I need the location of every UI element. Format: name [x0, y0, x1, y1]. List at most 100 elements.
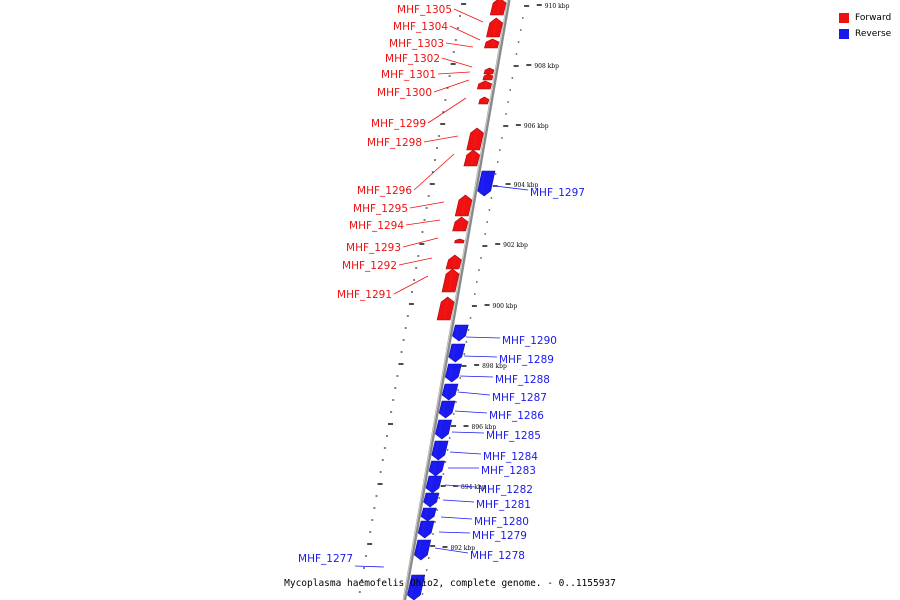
gene-feature[interactable] — [476, 80, 493, 90]
gene-feature[interactable] — [452, 324, 469, 342]
gene-arrow[interactable] — [438, 400, 456, 419]
gene-labels: MHF_1305 MHF_1304 MHF_1303 MHF_1302 MHF_1301… — [298, 4, 585, 568]
gene-shine — [491, 40, 495, 47]
gene-arrow[interactable] — [435, 419, 453, 440]
gene-shine — [426, 494, 431, 506]
gene-feature[interactable] — [441, 383, 459, 401]
gene-label-reverse[interactable]: MHF_1282 — [478, 484, 533, 496]
gene-shine — [472, 129, 479, 149]
label-leader-line — [402, 237, 439, 248]
gene-label-forward[interactable]: MHF_1300 — [377, 87, 432, 99]
gene-arrow[interactable] — [454, 238, 465, 244]
gene-label-forward[interactable]: MHF_1299 — [371, 118, 426, 130]
gene-feature[interactable] — [445, 254, 462, 270]
tick-label: 902 kbp — [503, 242, 528, 249]
gene-shine — [416, 541, 422, 559]
gene-feature[interactable] — [407, 574, 426, 600]
gene-feature[interactable] — [417, 520, 435, 539]
gene-feature[interactable] — [486, 17, 504, 38]
gene-label-forward[interactable]: MHF_1305 — [397, 4, 452, 16]
gene-label-reverse[interactable]: MHF_1283 — [481, 465, 536, 477]
gene-feature[interactable] — [435, 419, 453, 440]
gene-label-forward[interactable]: MHF_1292 — [342, 260, 397, 272]
gene-label-reverse[interactable]: MHF_1297 — [530, 187, 585, 199]
gene-label-reverse[interactable]: MHF_1289 — [499, 354, 554, 366]
gene-feature[interactable] — [444, 363, 462, 383]
gene-arrow[interactable] — [423, 492, 440, 508]
gene-feature[interactable] — [452, 216, 469, 232]
label-leader-line — [413, 153, 455, 191]
gene-label-reverse[interactable]: MHF_1277 — [298, 553, 353, 565]
gene-label-reverse[interactable]: MHF_1285 — [486, 430, 541, 442]
gene-label-forward[interactable]: MHF_1296 — [357, 185, 412, 197]
gene-arrow[interactable] — [448, 343, 466, 363]
gene-arrow[interactable] — [414, 539, 432, 561]
gene-arrow[interactable] — [478, 96, 490, 105]
label-leader-line — [405, 219, 441, 226]
gene-feature[interactable] — [423, 492, 440, 508]
gene-feature[interactable] — [482, 73, 494, 81]
gene-label-forward[interactable]: MHF_1302 — [385, 53, 440, 65]
gene-label-reverse[interactable]: MHF_1288 — [495, 374, 550, 386]
gene-label-forward[interactable]: MHF_1294 — [349, 220, 404, 232]
gene-arrow[interactable] — [484, 38, 500, 49]
gene-feature[interactable] — [420, 507, 437, 522]
gene-feature[interactable] — [466, 127, 484, 151]
map-title: Mycoplasma haemofelis Ohio2, complete ge… — [284, 578, 616, 589]
forward-swatch — [839, 12, 849, 23]
gene-arrow[interactable] — [482, 73, 494, 81]
gene-feature[interactable] — [414, 539, 432, 561]
gene-label-forward[interactable]: MHF_1298 — [367, 137, 422, 149]
gene-shine — [448, 270, 454, 291]
gene-feature[interactable] — [454, 238, 465, 244]
gene-label-forward[interactable]: MHF_1295 — [353, 203, 408, 215]
gene-arrow[interactable] — [483, 67, 495, 75]
gene-label-reverse[interactable]: MHF_1279 — [472, 530, 527, 542]
gene-label-forward[interactable]: MHF_1301 — [381, 69, 436, 81]
gene-feature[interactable] — [441, 268, 460, 293]
gene-label-reverse[interactable]: MHF_1280 — [474, 516, 529, 528]
gene-arrow[interactable] — [428, 460, 445, 477]
gene-label-reverse[interactable]: MHF_1281 — [476, 499, 531, 511]
gene-label-forward[interactable]: MHF_1293 — [346, 242, 401, 254]
gene-arrow[interactable] — [425, 475, 443, 494]
gene-arrow[interactable] — [452, 216, 469, 232]
gene-feature[interactable] — [477, 170, 496, 197]
gene-label-reverse[interactable]: MHF_1290 — [502, 335, 557, 347]
gene-label-forward[interactable]: MHF_1291 — [337, 289, 392, 301]
gene-arrow[interactable] — [476, 80, 493, 90]
gene-feature[interactable] — [483, 67, 495, 75]
gene-arrow[interactable] — [445, 254, 462, 270]
gene-label-forward[interactable]: MHF_1304 — [393, 21, 448, 33]
gene-arrow[interactable] — [431, 440, 449, 461]
gene-arrow[interactable] — [444, 363, 462, 383]
gene-feature[interactable] — [463, 149, 481, 167]
gene-feature[interactable] — [425, 475, 443, 494]
gene-feature[interactable] — [484, 38, 500, 49]
gene-feature[interactable] — [428, 460, 445, 477]
gene-label-forward[interactable]: MHF_1303 — [389, 38, 444, 50]
gene-feature[interactable] — [454, 194, 473, 217]
gene-label-reverse[interactable]: MHF_1284 — [483, 451, 538, 463]
gene-arrow[interactable] — [441, 383, 459, 401]
tick-label: 900 kbp — [493, 303, 518, 310]
gene-feature[interactable] — [438, 400, 456, 419]
gene-arrow[interactable] — [452, 324, 469, 342]
gene-arrow[interactable] — [417, 520, 435, 539]
gene-feature[interactable] — [489, 0, 507, 16]
gene-feature[interactable] — [448, 343, 466, 363]
gene-feature[interactable] — [478, 96, 490, 105]
gene-label-reverse[interactable]: MHF_1278 — [470, 550, 525, 562]
gene-shine — [496, 0, 502, 14]
gene-shine — [438, 421, 443, 438]
gene-label-reverse[interactable]: MHF_1287 — [492, 392, 547, 404]
legend: Forward Reverse — [839, 10, 891, 42]
gene-arrow[interactable] — [420, 507, 437, 522]
gene-feature[interactable] — [431, 440, 449, 461]
tick-label: 894 kbp — [461, 484, 486, 491]
label-leader-line — [434, 547, 469, 554]
gene-feature[interactable] — [436, 296, 455, 321]
gene-label-reverse[interactable]: MHF_1286 — [489, 410, 544, 422]
